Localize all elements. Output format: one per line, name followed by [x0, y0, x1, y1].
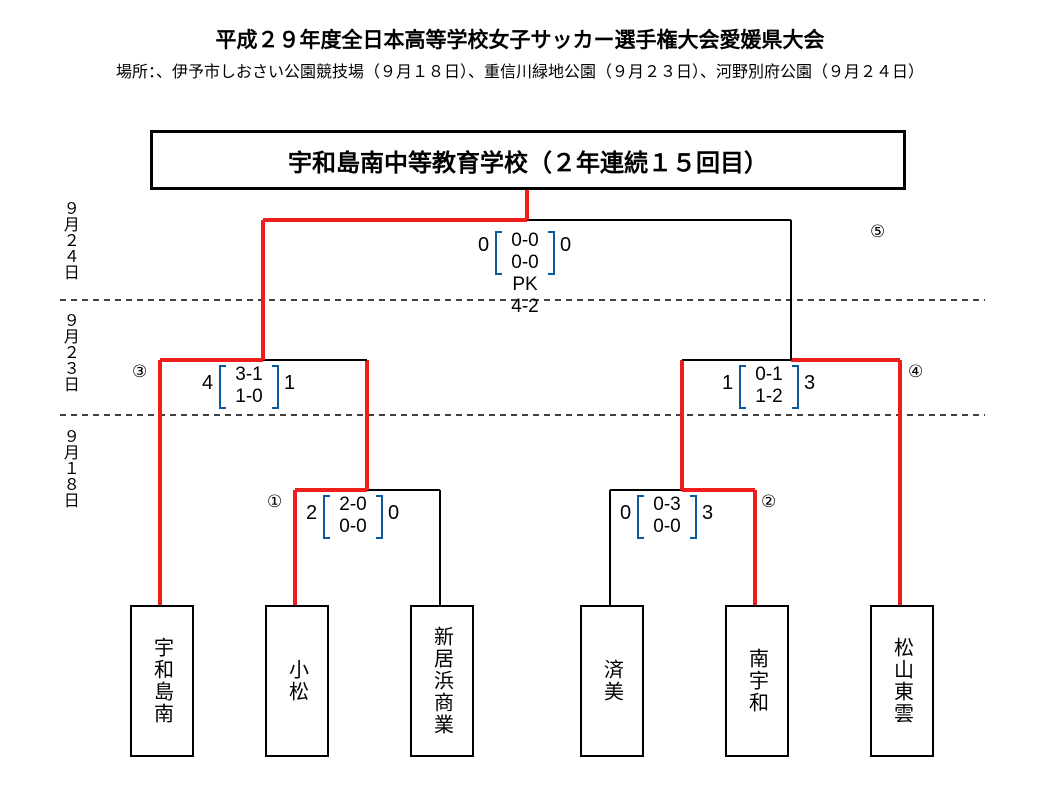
semileft-h1: 3-1: [235, 364, 262, 385]
team-3: 新居浜商業: [410, 605, 474, 757]
match-num-2: ②: [761, 492, 776, 512]
r1right-halves: 0-3 0-0: [647, 494, 687, 538]
final-right-total: 0: [560, 234, 571, 257]
team-1: 宇和島南: [130, 605, 194, 757]
match-num-3: ③: [132, 362, 147, 382]
match-num-1: ①: [267, 492, 282, 512]
date-semi: ９月２３日: [58, 312, 79, 392]
r1left-right-total: 0: [388, 502, 399, 525]
final-h1: 0-0: [511, 230, 538, 251]
semileft-left-total: 4: [202, 372, 213, 395]
match-num-5: ⑤: [870, 222, 885, 242]
page: 平成２９年度全日本高等学校女子サッカー選手権大会愛媛県大会 場所：、伊予市しおさ…: [0, 0, 1040, 798]
team-6: 松山東雲: [870, 605, 934, 757]
team-5: 南宇和: [725, 605, 789, 757]
r1right-h2: 0-0: [653, 516, 680, 537]
final-halves: 0-0 0-0 PK 4-2: [505, 230, 545, 317]
semiright-right-total: 3: [804, 372, 815, 395]
date-final: ９月２４日: [58, 200, 79, 280]
semileft-right-total: 1: [284, 372, 295, 395]
final-h2: 0-0: [511, 252, 538, 273]
date-r1: ９月１８日: [58, 428, 79, 508]
match-num-4: ④: [908, 362, 923, 382]
r1left-h2: 0-0: [339, 516, 366, 537]
team-4: 済美: [580, 605, 644, 757]
r1left-halves: 2-0 0-0: [333, 494, 373, 538]
winner-box: 宇和島南中等教育学校（２年連続１５回目）: [150, 130, 906, 190]
semiright-h1: 0-1: [755, 364, 782, 385]
final-pk-score: 4-2: [511, 296, 538, 317]
semiright-halves: 0-1 1-2: [749, 364, 789, 408]
semileft-halves: 3-1 1-0: [229, 364, 269, 408]
final-left-total: 0: [478, 234, 489, 257]
r1left-h1: 2-0: [339, 494, 366, 515]
semiright-h2: 1-2: [755, 386, 782, 407]
r1right-h1: 0-3: [653, 494, 680, 515]
semiright-left-total: 1: [722, 372, 733, 395]
r1right-right-total: 3: [702, 502, 713, 525]
r1left-left-total: 2: [306, 502, 317, 525]
semileft-h2: 1-0: [235, 386, 262, 407]
team-2: 小松: [265, 605, 329, 757]
r1right-left-total: 0: [620, 502, 631, 525]
final-pk-label: PK: [512, 274, 537, 295]
